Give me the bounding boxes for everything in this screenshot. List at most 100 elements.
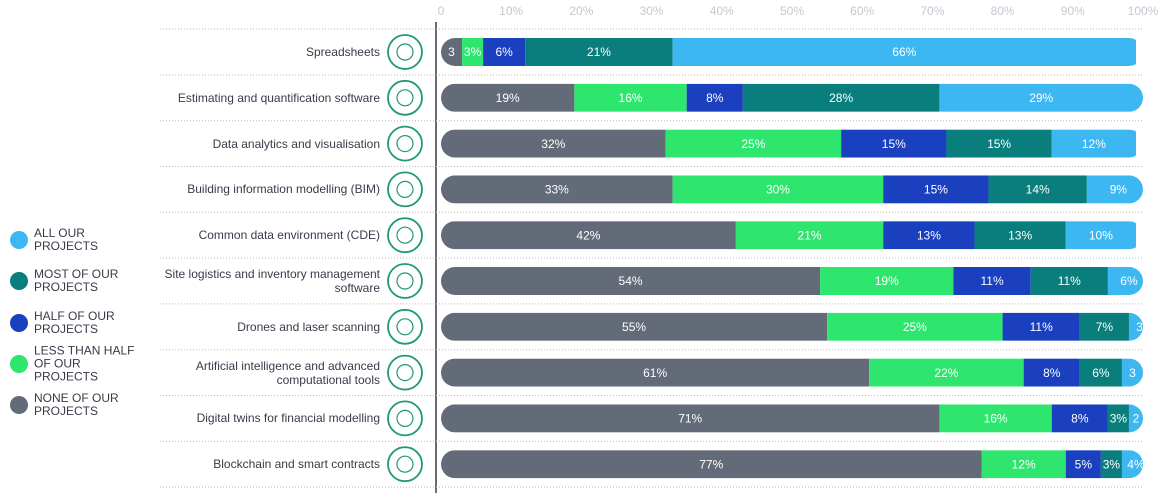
bar-segment (735, 221, 884, 250)
bar-row (441, 83, 1143, 112)
category-label: Data analytics and visualisation (212, 136, 380, 151)
value-label: 7% (1096, 320, 1114, 334)
bar-segment (672, 38, 1136, 66)
bar-segment (1030, 267, 1108, 295)
bar-segment (1107, 267, 1143, 295)
value-label: 16% (619, 91, 643, 105)
bar-segment (1051, 404, 1108, 433)
value-label: 3 (448, 45, 455, 59)
bar-segment (1121, 450, 1143, 479)
value-label: 8% (706, 91, 724, 105)
value-label: 22% (934, 366, 958, 380)
category-icon (387, 354, 423, 391)
bar-segment (946, 129, 1052, 158)
value-label: 16% (984, 412, 1008, 426)
x-tick-label: 100% (1128, 4, 1159, 18)
bar-row (441, 312, 1143, 341)
bar-row (441, 267, 1143, 295)
bar-segment (1002, 312, 1080, 341)
category-icon-inner (396, 135, 414, 153)
bar-row (441, 358, 1143, 387)
bar-segment (883, 175, 989, 204)
bar-segment (441, 38, 463, 66)
bar-segment (883, 221, 975, 250)
bar-segment (441, 83, 575, 112)
bar-segment (841, 129, 947, 158)
bar-segment (1121, 358, 1143, 387)
legend-label: HALF OF OUR PROJECTS (34, 308, 115, 336)
category-icon-inner (396, 318, 414, 336)
category-label: Artificial intelligence and advanced com… (195, 358, 380, 387)
value-label: 10% (1089, 228, 1113, 242)
legend-label: MOST OF OUR PROJECTS (34, 267, 119, 295)
value-label: 12% (1012, 457, 1036, 471)
value-label: 21% (798, 228, 822, 242)
value-label: 54% (619, 274, 643, 288)
value-label: 25% (741, 137, 765, 151)
bar-segment (1065, 450, 1101, 479)
category-label: Blockchain and smart contracts (213, 457, 380, 472)
bar-segment (441, 221, 736, 250)
category-label: Estimating and quantification software (177, 90, 380, 105)
x-tick-label: 90% (1061, 4, 1085, 18)
value-label: 61% (643, 366, 667, 380)
bar-segment (939, 404, 1052, 433)
value-label: 6% (1120, 274, 1138, 288)
category-icon-inner (396, 89, 414, 107)
category-label: Site logistics and inventory management … (164, 267, 380, 295)
bar-row (441, 221, 1136, 250)
legend-swatch (10, 272, 28, 291)
value-label: 30% (766, 183, 790, 197)
bar-segment (441, 404, 940, 433)
value-label: 5% (1075, 457, 1093, 471)
value-label: 3 (1129, 366, 1136, 380)
value-label: 11% (1058, 274, 1081, 288)
bar-segment (1128, 312, 1143, 341)
bar-segment (441, 129, 666, 158)
category-icon-inner (396, 409, 414, 427)
legend-swatch (10, 354, 28, 373)
value-label: 55% (622, 320, 646, 334)
bar-segment (1051, 129, 1136, 158)
category-icon (387, 171, 423, 208)
value-label: 3% (1103, 457, 1121, 471)
value-label: 28% (829, 91, 853, 105)
legend-label: ALL OUR PROJECTS (34, 226, 99, 253)
bar-segment (1100, 450, 1122, 479)
value-label: 11% (1030, 320, 1053, 334)
value-label: 3% (1110, 412, 1128, 426)
legend-swatch (10, 231, 28, 249)
value-label: 14% (1026, 183, 1050, 197)
bar-row (441, 450, 1143, 479)
x-tick-label: 30% (640, 4, 664, 18)
bar-segment (953, 267, 1031, 295)
category-icon (387, 446, 423, 483)
category-icon (387, 79, 423, 116)
category-label: Building information modelling (BIM) (187, 182, 380, 197)
value-label: 11% (980, 274, 1003, 288)
value-label: 6% (1092, 366, 1110, 380)
value-label: 71% (678, 412, 702, 426)
x-tick-label: 0 (438, 4, 445, 18)
bar-segment (441, 175, 673, 204)
value-label: 19% (875, 274, 899, 288)
category-icon (387, 308, 423, 345)
bar-segment (441, 450, 982, 479)
value-label: 25% (903, 320, 927, 334)
bar-segment (869, 358, 1024, 387)
value-label: 3% (464, 45, 482, 59)
bar-segment (483, 38, 526, 66)
bar-segment (742, 83, 940, 112)
bar-segment (1086, 175, 1143, 204)
value-label: 77% (699, 457, 723, 471)
bar-segment (665, 129, 842, 158)
category-icon-inner (396, 43, 414, 61)
value-label: 33% (545, 183, 569, 197)
bar-segment (574, 83, 687, 112)
bar-segment (1079, 358, 1122, 387)
value-label: 8% (1043, 366, 1061, 380)
category-label: Common data environment (CDE) (198, 228, 380, 243)
value-label: 6% (496, 45, 514, 59)
